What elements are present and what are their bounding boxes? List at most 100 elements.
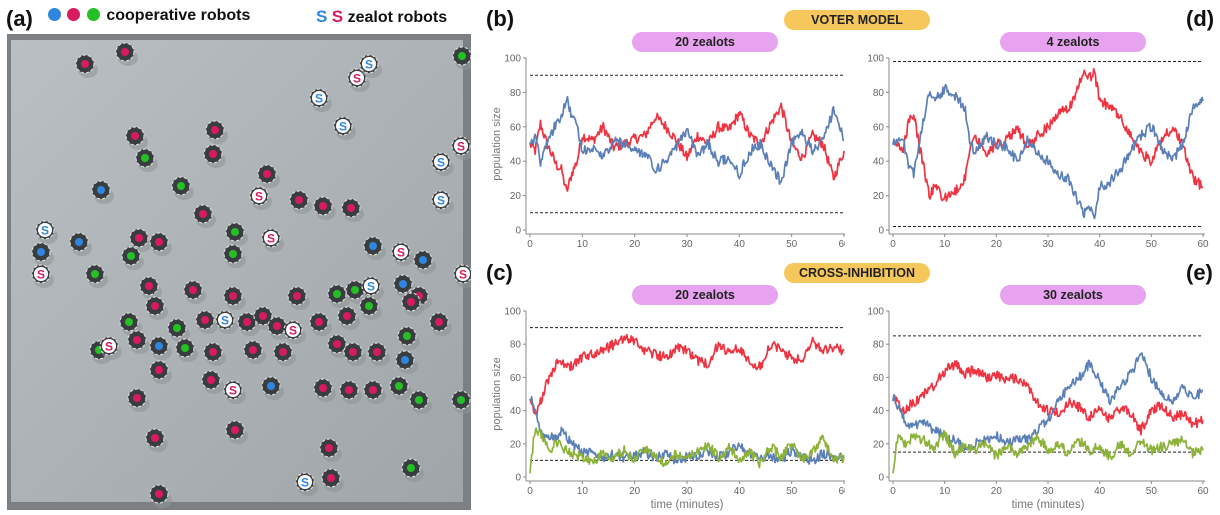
series-line-red — [892, 67, 1204, 202]
chart-title-pill: 20 zealots — [632, 32, 778, 52]
panel-label-c: (c) — [486, 260, 513, 285]
x-tick-label: 50 — [1146, 486, 1158, 497]
x-tick-label: 30 — [1042, 239, 1054, 250]
y-tick-label: 60 — [510, 122, 522, 133]
x-axis-label: time (minutes) — [651, 499, 724, 511]
x-tick-label: 0 — [890, 486, 896, 497]
x-tick-label: 30 — [681, 486, 693, 497]
x-tick-label: 10 — [939, 486, 951, 497]
x-tick-label: 40 — [1094, 239, 1106, 250]
x-tick-label: 10 — [939, 239, 951, 250]
y-axis-label: population size — [491, 107, 503, 180]
y-tick-label: 0 — [878, 473, 884, 484]
zealot-legend-label: zealot robots — [347, 9, 448, 26]
y-tick-label: 20 — [873, 191, 885, 202]
chart-title-pill: 4 zealots — [1000, 32, 1146, 52]
svg-text:S: S — [339, 120, 347, 134]
y-tick-label: 20 — [873, 439, 885, 450]
panel-label-b: (b) — [486, 6, 515, 31]
x-tick-label: 50 — [1146, 239, 1158, 250]
x-tick-label: 40 — [734, 486, 746, 497]
y-tick-label: 40 — [873, 406, 885, 417]
x-tick-label: 50 — [786, 486, 798, 497]
series-line-red — [529, 333, 845, 416]
chart-title-pill: 20 zealots — [632, 285, 778, 305]
chart-b: 20 zealots 0 20 40 60 80 100 0 10 20 30 40 50 60 popul… — [491, 32, 845, 250]
y-tick-label: 0 — [878, 226, 884, 237]
series-line-green — [529, 427, 845, 474]
series-line-red — [529, 102, 845, 192]
cooperative-legend-label: cooperative robots — [106, 7, 251, 24]
x-tick-label: 20 — [991, 239, 1003, 250]
y-tick-label: 40 — [510, 406, 522, 417]
y-tick-label: 60 — [873, 122, 885, 133]
svg-text:S: S — [41, 224, 49, 238]
svg-text:S: S — [353, 72, 361, 86]
title-pill-bg — [632, 285, 778, 305]
y-tick-label: 80 — [510, 340, 522, 351]
chart-e: 30 zealots 0 20 40 60 80 100 0 10 20 30 40 50 60 time … — [867, 285, 1209, 511]
svg-text:S: S — [289, 324, 297, 338]
svg-text:S: S — [457, 140, 465, 154]
y-tick-label: 100 — [504, 307, 521, 318]
x-tick-label: 60 — [838, 486, 845, 497]
svg-text:S: S — [315, 92, 323, 106]
y-tick-label: 100 — [504, 54, 521, 65]
x-tick-label: 40 — [734, 239, 746, 250]
y-axis-label: population size — [491, 357, 503, 430]
svg-text:S: S — [229, 384, 237, 398]
cross-inhibition-badge: CROSS-INHIBITION — [784, 263, 930, 283]
chart-title: 20 zealots — [675, 288, 735, 302]
y-tick-label: 20 — [510, 191, 522, 202]
x-tick-label: 20 — [991, 486, 1003, 497]
title-pill-bg — [1000, 32, 1146, 52]
chart-title: 4 zealots — [1047, 35, 1100, 49]
svg-text:S: S — [221, 314, 229, 328]
svg-text:S: S — [459, 268, 467, 282]
y-tick-label: 100 — [867, 307, 884, 318]
y-tick-label: 0 — [515, 226, 521, 237]
series-line-red — [892, 360, 1204, 436]
series-line-blue — [529, 95, 845, 185]
cooperative-legend: cooperative robots — [48, 7, 250, 25]
x-tick-label: 0 — [890, 239, 896, 250]
y-tick-label: 60 — [873, 373, 885, 384]
x-tick-label: 10 — [577, 486, 589, 497]
x-tick-label: 40 — [1094, 486, 1106, 497]
pink-robot-dot-icon — [67, 8, 81, 21]
x-tick-label: 30 — [681, 239, 693, 250]
svg-text:S: S — [365, 58, 373, 72]
svg-text:S: S — [367, 280, 375, 294]
x-tick-label: 0 — [527, 239, 533, 250]
zealot-legend: S S zealot robots — [316, 7, 447, 27]
x-axis-label: time (minutes) — [1012, 499, 1085, 511]
title-pill-bg — [632, 32, 778, 52]
y-tick-label: 20 — [510, 439, 522, 450]
chart-c: 20 zealots 0 20 40 60 80 100 0 10 20 30 40 50 60 popul… — [491, 285, 845, 511]
svg-text:S: S — [397, 246, 405, 260]
chart-title: 20 zealots — [675, 35, 735, 49]
chart-title: 30 zealots — [1043, 288, 1103, 302]
chart-d: 4 zealots 0 20 40 60 80 100 0 10 20 30 40 50 60 — [867, 32, 1209, 250]
y-tick-label: 80 — [873, 340, 885, 351]
y-tick-label: 80 — [873, 88, 885, 99]
panel-label-e: (e) — [1186, 260, 1213, 285]
x-tick-label: 10 — [577, 239, 589, 250]
panel-label-d: (d) — [1186, 6, 1215, 31]
y-tick-label: 0 — [515, 473, 521, 484]
y-tick-label: 60 — [510, 373, 522, 384]
series-line-blue — [892, 352, 1204, 451]
svg-text:S: S — [255, 190, 263, 204]
voter-model-badge: VOTER MODEL — [784, 10, 930, 30]
svg-text:S: S — [267, 232, 275, 246]
svg-text:S: S — [437, 194, 445, 208]
series-line-green — [892, 429, 1204, 474]
zealot-pink-icon: S — [331, 7, 344, 26]
svg-text:S: S — [437, 156, 445, 170]
y-tick-label: 100 — [867, 54, 884, 65]
x-tick-label: 50 — [786, 239, 798, 250]
svg-text:S: S — [37, 268, 45, 282]
svg-text:S: S — [105, 340, 113, 354]
blue-robot-dot-icon — [48, 8, 61, 21]
